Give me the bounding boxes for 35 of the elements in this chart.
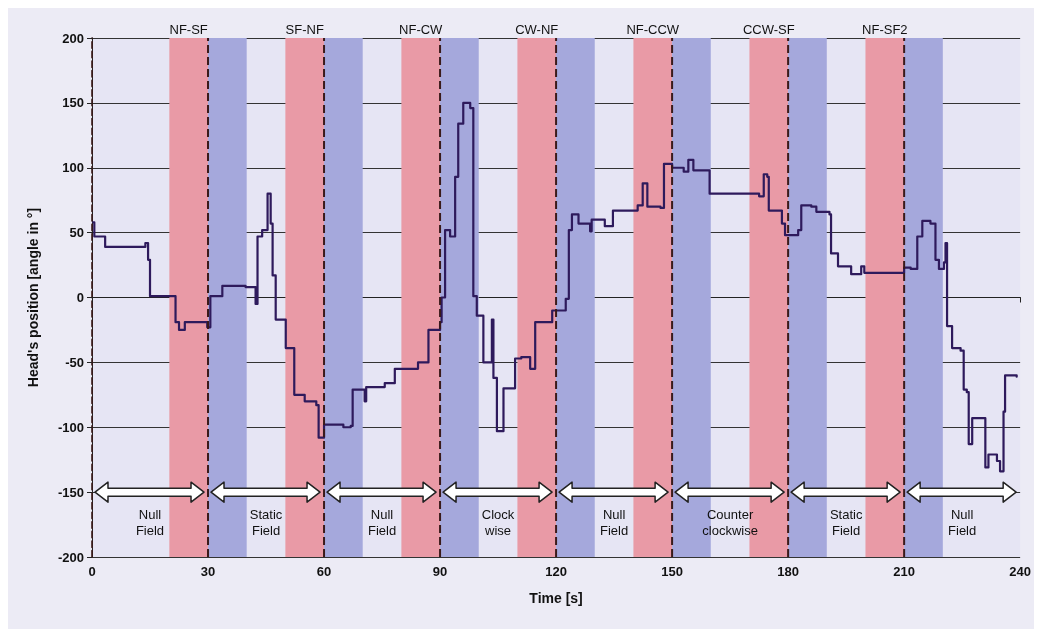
band-label: NF-SF xyxy=(169,22,208,37)
annotation: Null Field xyxy=(599,506,629,538)
band-label: NF-CW xyxy=(399,22,444,37)
x-axis-title: Time [s] xyxy=(529,590,583,606)
x-tick-label: 120 xyxy=(545,564,567,579)
x-tick-label: 180 xyxy=(777,564,799,579)
y-tick-label: 50 xyxy=(69,225,84,241)
band-label: CW-NF xyxy=(515,22,559,37)
x-tick-label: 0 xyxy=(88,564,96,579)
annotation: Static Field xyxy=(829,506,863,538)
x-tick-label: 60 xyxy=(316,564,332,579)
y-tick-label: -50 xyxy=(65,354,84,370)
y-tick-label: 0 xyxy=(76,290,84,305)
annotation: Null Field xyxy=(135,506,165,538)
annotation: Null Field xyxy=(367,506,397,538)
y-axis-title: Head's position [angle in °] xyxy=(25,207,41,388)
band-label: SF-NF xyxy=(285,22,324,37)
y-tick-label: -150 xyxy=(57,484,84,500)
y-tick-label: -200 xyxy=(57,549,84,565)
annotation: Null Field xyxy=(948,506,977,538)
y-tick-label: 150 xyxy=(62,95,84,111)
y-tick-label: 200 xyxy=(62,30,84,46)
band-label: CCW-SF xyxy=(742,22,795,37)
x-tick-label: 210 xyxy=(893,564,915,579)
x-tick-label: 90 xyxy=(432,564,448,579)
band-label: NF-SF2 xyxy=(862,22,908,37)
x-tick-label: 240 xyxy=(1009,564,1032,579)
x-tick-label: 150 xyxy=(661,564,683,579)
annotation: Counter clockwise xyxy=(702,506,758,538)
annotation: Clock wise xyxy=(481,506,515,538)
y-tick-label: -100 xyxy=(57,419,84,435)
x-tick-label: 30 xyxy=(200,564,216,579)
y-tick-label: 100 xyxy=(62,160,84,176)
annotation: Static Field xyxy=(249,506,283,538)
band-label: NF-CCW xyxy=(626,22,680,37)
